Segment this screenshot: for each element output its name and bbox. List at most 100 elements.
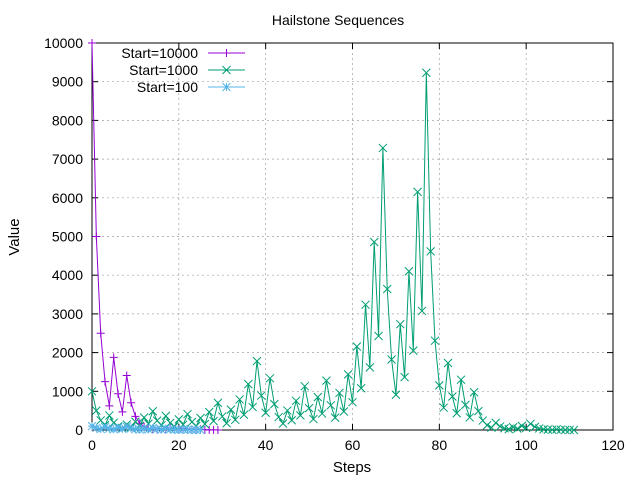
data-point <box>283 406 292 415</box>
x-tick-label: 60 <box>345 437 361 453</box>
data-point <box>165 424 175 434</box>
data-point <box>504 424 514 434</box>
data-point <box>421 68 431 78</box>
data-point <box>352 342 362 351</box>
x-axis-label: Steps <box>333 459 371 476</box>
data-point <box>513 424 522 433</box>
data-point <box>382 284 392 294</box>
x-tick-label: 0 <box>88 437 96 453</box>
data-point <box>391 390 401 400</box>
data-point <box>239 410 249 420</box>
data-point <box>101 377 110 386</box>
legend-label: Start=10000 <box>121 45 198 61</box>
data-point <box>161 424 171 433</box>
data-point <box>204 407 214 417</box>
data-point <box>213 425 222 434</box>
data-point <box>365 362 375 372</box>
data-point <box>456 375 466 385</box>
legend-marker <box>222 65 231 75</box>
data-point <box>165 418 175 428</box>
data-point <box>187 425 197 435</box>
data-point <box>152 424 162 434</box>
series-line <box>91 42 218 431</box>
y-tick-label: 3000 <box>52 306 83 322</box>
series-start-1000 <box>87 68 579 435</box>
data-point <box>443 358 453 368</box>
data-point <box>565 425 574 435</box>
data-point <box>439 403 449 413</box>
data-point <box>543 425 553 434</box>
data-point <box>148 423 158 433</box>
data-point <box>139 424 149 434</box>
data-point <box>434 380 444 390</box>
data-point <box>291 396 301 406</box>
data-point <box>304 403 314 413</box>
y-tick-label: 1000 <box>52 383 83 399</box>
y-tick-label: 8000 <box>52 112 83 128</box>
chart-title: Hailstone Sequences <box>272 12 404 28</box>
data-point <box>139 413 149 422</box>
data-point <box>87 386 97 396</box>
data-point <box>174 415 184 424</box>
data-point <box>222 418 231 428</box>
data-point <box>170 425 179 434</box>
y-tick-label: 5000 <box>52 229 83 245</box>
data-point <box>109 424 119 434</box>
data-point <box>127 398 136 407</box>
data-point <box>300 381 310 391</box>
data-point <box>96 424 106 434</box>
data-point <box>200 419 210 429</box>
y-axis-label: Value <box>6 218 23 255</box>
data-point <box>91 406 101 416</box>
data-point <box>135 425 145 434</box>
x-tick-label: 80 <box>432 437 448 453</box>
data-point <box>92 232 101 241</box>
data-point <box>96 329 105 338</box>
data-point <box>114 389 123 398</box>
data-point <box>387 355 396 364</box>
data-point <box>569 425 579 435</box>
axis-ticks: 0 20 40 60 80 100 120 0 1000 2000 3000 4000 5000 6000… <box>44 35 625 453</box>
data-point <box>88 39 96 47</box>
data-point <box>265 373 275 383</box>
data-point <box>274 412 284 422</box>
data-point <box>105 411 114 420</box>
y-tick-label: 10000 <box>44 35 83 51</box>
data-point <box>178 425 188 434</box>
data-point <box>417 306 427 316</box>
data-point <box>209 416 218 426</box>
series-start-100 <box>87 421 205 435</box>
data-point <box>309 414 318 424</box>
grid <box>92 43 613 430</box>
data-point <box>196 413 205 423</box>
data-point <box>335 388 344 398</box>
data-point <box>469 387 479 397</box>
data-point <box>118 407 127 416</box>
data-point <box>517 421 527 431</box>
data-point <box>369 237 379 247</box>
data-point <box>213 398 223 408</box>
data-point <box>556 425 566 435</box>
data-point <box>348 397 357 407</box>
y-tick-label: 9000 <box>52 74 83 90</box>
data-point <box>148 406 158 416</box>
data-point <box>278 419 288 428</box>
data-point <box>126 423 136 433</box>
data-point <box>122 422 132 431</box>
data-point <box>269 399 279 409</box>
data-point <box>356 383 366 393</box>
data-point <box>491 418 501 428</box>
legend-label: Start=1000 <box>129 62 198 78</box>
data-point <box>118 424 127 434</box>
series-group <box>87 39 579 435</box>
data-point <box>87 421 97 431</box>
x-tick-label: 120 <box>601 437 625 453</box>
data-point <box>326 400 336 410</box>
data-point <box>243 379 253 389</box>
data-point <box>430 336 440 346</box>
data-point <box>105 401 114 410</box>
y-tick-label: 2000 <box>52 345 83 361</box>
data-point <box>131 424 140 434</box>
data-point <box>113 423 123 433</box>
